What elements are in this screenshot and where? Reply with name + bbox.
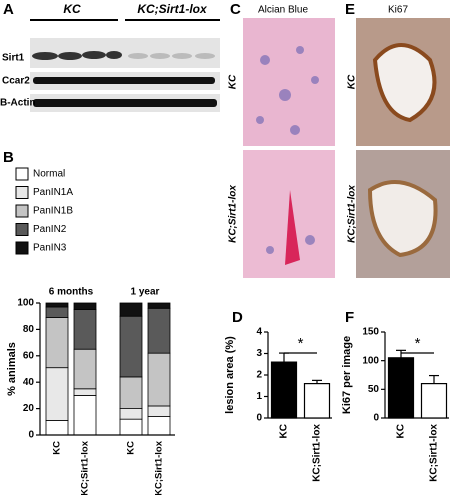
bar-segment <box>73 394 97 436</box>
y-tick-label: 0 <box>28 430 34 441</box>
bar-segment <box>119 302 143 317</box>
y-tick-label: 2 <box>256 370 262 381</box>
image-row: KC;Sirt1-lox <box>228 185 239 243</box>
y-tick-label: 40 <box>23 377 35 388</box>
blot-row: Ccar2 <box>2 76 30 87</box>
legend-swatch <box>15 241 29 255</box>
y-tick-label: 80 <box>23 324 35 335</box>
y-tick-label: 4 <box>256 327 262 338</box>
legend-label: PanIN3 <box>33 243 67 254</box>
y-tick-label: 50 <box>368 384 380 395</box>
histology-image <box>243 18 335 278</box>
bar <box>387 357 415 419</box>
y-tick-label: 20 <box>23 403 35 414</box>
blot <box>30 38 220 112</box>
x-tick-label: KC;Sirt1-lox <box>154 440 165 495</box>
bar-segment <box>147 352 171 407</box>
panel-label: E <box>345 1 355 18</box>
significance: * <box>415 335 421 352</box>
bar-segment <box>45 302 69 308</box>
bar-segment <box>147 416 171 436</box>
blot-group: KC <box>63 2 81 16</box>
bar <box>270 361 298 419</box>
y-axis-label: lesion area (%) <box>224 336 236 414</box>
panel-label: A <box>3 1 14 18</box>
bar-segment <box>119 376 143 410</box>
legend-swatch <box>15 167 29 181</box>
bar-segment <box>119 418 143 436</box>
bar-segment <box>73 348 97 390</box>
image-row: KC <box>347 74 358 89</box>
legend-label: PanIN2 <box>33 224 67 235</box>
significance: * <box>298 335 304 352</box>
image-row: KC <box>228 74 239 89</box>
y-tick-label: 60 <box>23 350 35 361</box>
y-tick-label: 100 <box>17 298 34 309</box>
y-tick-label: 100 <box>362 355 379 366</box>
bar-segment <box>45 317 69 369</box>
x-tick-label: KC;Sirt1-lox <box>80 440 91 495</box>
bar-segment <box>45 420 69 436</box>
x-tick-label: KC <box>279 424 290 438</box>
bar-segment <box>45 306 69 318</box>
x-tick-label: KC;Sirt1-lox <box>429 424 440 482</box>
panel-label: B <box>3 149 14 166</box>
histology-image <box>356 18 450 278</box>
image-title: Ki67 <box>388 5 408 16</box>
y-tick-label: 3 <box>256 348 262 359</box>
bar-segment <box>119 315 143 378</box>
y-tick-label: 0 <box>256 413 262 424</box>
bar-segment <box>147 307 171 354</box>
image-row: KC;Sirt1-lox <box>347 185 358 243</box>
bar <box>303 383 331 419</box>
panel-label: C <box>230 1 241 18</box>
y-tick-label: 0 <box>373 413 379 424</box>
y-axis-label: Ki67 per image <box>341 336 353 414</box>
y-axis-label: % animals <box>6 342 18 396</box>
x-tick-label: KC <box>52 441 63 455</box>
bar-segment <box>73 302 97 310</box>
image-title: Alcian Blue <box>258 5 308 16</box>
legend-swatch <box>15 223 29 236</box>
legend-label: PanIN1A <box>33 187 73 198</box>
bar-segment <box>147 405 171 417</box>
blot-group: KC;Sirt1-lox <box>137 2 208 16</box>
legend-swatch <box>15 186 29 199</box>
group-label: 1 year <box>131 287 160 298</box>
x-tick-label: KC <box>126 441 137 455</box>
bar-segment <box>73 388 97 396</box>
x-tick-label: KC;Sirt1-lox <box>312 424 323 482</box>
panel-label: D <box>232 309 243 326</box>
y-tick-label: 1 <box>256 391 262 402</box>
panel-label: F <box>345 309 354 326</box>
bar <box>420 383 448 419</box>
x-tick-label: KC <box>396 424 407 438</box>
legend-label: PanIN1B <box>33 206 73 217</box>
bar-segment <box>73 309 97 350</box>
bar-segment <box>45 367 69 421</box>
legend-label: Normal <box>33 169 65 180</box>
blot-row: B-Actin <box>0 98 36 109</box>
group-label: 6 months <box>49 287 94 298</box>
legend-swatch <box>15 204 29 218</box>
bar-segment <box>119 408 143 420</box>
bar-segment <box>147 302 171 309</box>
y-tick-label: 150 <box>362 327 379 338</box>
blot-row: Sirt1 <box>2 53 25 64</box>
